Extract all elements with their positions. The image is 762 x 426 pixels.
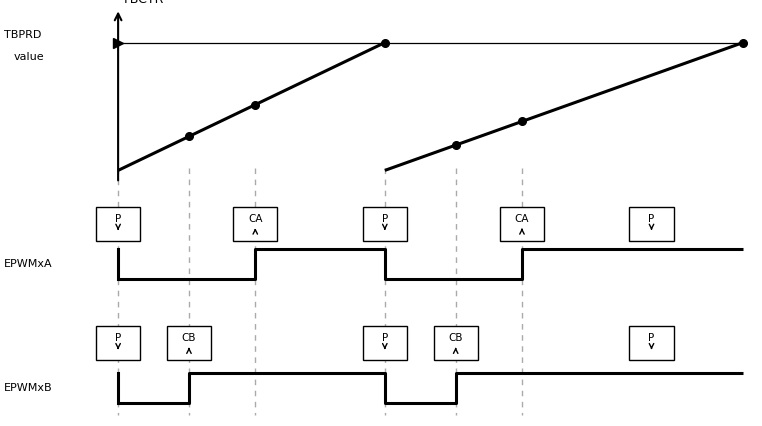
Text: P: P — [115, 214, 121, 224]
Text: P: P — [648, 333, 655, 343]
Bar — [500, 207, 544, 241]
Text: EPWMxB: EPWMxB — [4, 383, 53, 393]
Bar — [629, 207, 674, 241]
Text: CA: CA — [514, 214, 530, 224]
Text: TBCTR: TBCTR — [122, 0, 163, 6]
Bar — [363, 207, 407, 241]
Bar — [233, 207, 277, 241]
Text: value: value — [14, 52, 44, 62]
Text: P: P — [382, 214, 388, 224]
Bar — [363, 326, 407, 360]
Text: P: P — [115, 333, 121, 343]
Text: P: P — [648, 214, 655, 224]
Text: CB: CB — [448, 333, 463, 343]
Text: TBPRD: TBPRD — [4, 31, 41, 40]
Bar — [434, 326, 478, 360]
Bar — [96, 207, 140, 241]
Text: CA: CA — [248, 214, 263, 224]
Bar — [629, 326, 674, 360]
Bar — [167, 326, 211, 360]
Text: P: P — [382, 333, 388, 343]
Text: CB: CB — [181, 333, 197, 343]
Bar — [96, 326, 140, 360]
Text: EPWMxA: EPWMxA — [4, 259, 53, 269]
